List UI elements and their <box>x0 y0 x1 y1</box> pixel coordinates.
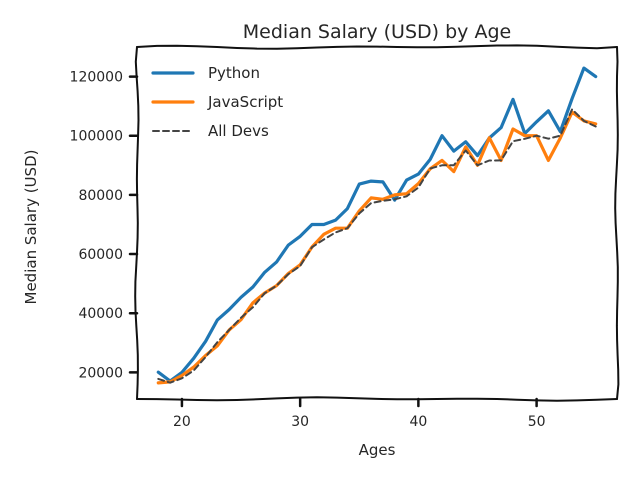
y-axis: 20000 40000 60000 80000 100000 120000 <box>70 70 139 381</box>
y-tick-label: 60000 <box>78 247 123 263</box>
x-tick-label: 20 <box>173 414 191 430</box>
frame-right <box>614 46 620 400</box>
y-tick-label: 100000 <box>70 129 123 145</box>
legend-label: Python <box>208 64 260 82</box>
legend: Python JavaScript All Devs <box>151 64 283 140</box>
x-axis-label: Ages <box>359 441 396 459</box>
series-line-javascript <box>156 110 598 385</box>
series-layer <box>156 66 598 385</box>
y-tick-label: 40000 <box>78 306 123 322</box>
y-tick-label: 120000 <box>70 70 123 86</box>
legend-label: All Devs <box>208 122 269 140</box>
chart-title: Median Salary (USD) by Age <box>243 21 511 43</box>
series-line-all-devs <box>157 108 597 384</box>
x-axis: 20 30 40 50 <box>173 397 546 430</box>
frame-top <box>136 44 618 50</box>
legend-label: JavaScript <box>207 93 283 111</box>
frame-left <box>134 46 140 400</box>
y-tick-label: 20000 <box>78 365 123 381</box>
x-tick-label: 30 <box>291 414 309 430</box>
frame-bottom <box>136 396 618 402</box>
x-tick-label: 40 <box>409 414 427 430</box>
y-axis-label: Median Salary (USD) <box>22 150 40 305</box>
y-tick-label: 80000 <box>78 188 123 204</box>
x-tick-label: 50 <box>528 414 546 430</box>
series-line-python <box>156 66 598 383</box>
